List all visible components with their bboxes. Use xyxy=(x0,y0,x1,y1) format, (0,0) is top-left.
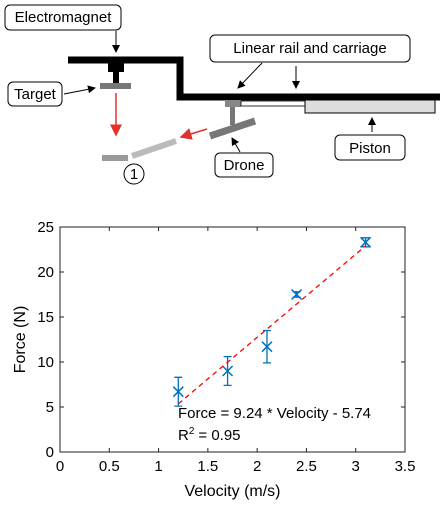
label-box xyxy=(209,34,411,63)
x-axis-label: Velocity (m/s) xyxy=(184,483,280,500)
r-squared-base: R xyxy=(178,427,189,444)
y-tick-label: 10 xyxy=(37,354,54,371)
target-shape xyxy=(100,83,131,89)
marker xyxy=(261,341,273,353)
y-tick-label: 15 xyxy=(37,309,54,326)
marker xyxy=(222,365,234,377)
annotation: Force = 9.24 * Velocity - 5.74 xyxy=(178,405,371,422)
fit-line xyxy=(177,245,366,405)
frame xyxy=(68,56,440,101)
drone-stem xyxy=(230,107,235,125)
y-tick-label: 20 xyxy=(37,264,54,281)
label-box xyxy=(334,134,406,161)
arrow xyxy=(231,137,241,153)
x-tick-label: 2 xyxy=(253,458,261,475)
y-tick-label: 25 xyxy=(37,219,54,236)
step-label: 1 xyxy=(130,166,138,183)
diagram: Electromagnet Linear rail and carriage T… xyxy=(4,4,440,185)
marker xyxy=(172,386,184,398)
y-axis-label: Force (N) xyxy=(12,306,29,374)
r-squared-sup: 2 xyxy=(189,426,195,437)
x-tick-label: 0 xyxy=(56,458,64,475)
step-circle xyxy=(123,163,145,185)
label-box xyxy=(4,4,122,31)
x-tick-label: 3 xyxy=(352,458,360,475)
y-tick-label: 5 xyxy=(46,399,54,416)
marker xyxy=(360,236,372,248)
x-tick-label: 2.5 xyxy=(296,458,317,475)
x-tick-label: 3.5 xyxy=(395,458,416,475)
rail xyxy=(240,100,306,107)
arrow xyxy=(237,62,263,89)
label-box xyxy=(214,152,274,178)
drone-arrow xyxy=(179,128,208,140)
arrow xyxy=(63,85,96,95)
label: Electromagnet xyxy=(15,9,113,26)
label: Linear rail and carriage xyxy=(233,40,386,57)
marker xyxy=(291,288,303,301)
plot-area xyxy=(59,226,406,453)
x-tick-label: 0.5 xyxy=(99,458,120,475)
chart: 0 0.5 1 1.5 2 2.5 3 3.5 0 5 10 15 20 25 Velocity (m/s)… xyxy=(12,219,415,500)
label: Piston xyxy=(349,140,391,157)
x-tick-label: 1 xyxy=(154,458,162,475)
r-squared: R2 = 0.95 xyxy=(178,426,241,444)
x-tick-label: 1.5 xyxy=(197,458,218,475)
electromagnet xyxy=(108,62,124,72)
piston-shape xyxy=(304,99,436,114)
label: Target xyxy=(14,86,57,103)
label: Drone xyxy=(224,157,265,174)
r-squared-text: = 0.95 xyxy=(198,427,240,444)
y-tick-label: 0 xyxy=(46,444,54,461)
carriage xyxy=(225,100,241,107)
label-box xyxy=(7,81,63,107)
drone-shape xyxy=(208,117,257,140)
fallen-drone xyxy=(131,138,177,159)
magnet-stem xyxy=(113,72,119,83)
